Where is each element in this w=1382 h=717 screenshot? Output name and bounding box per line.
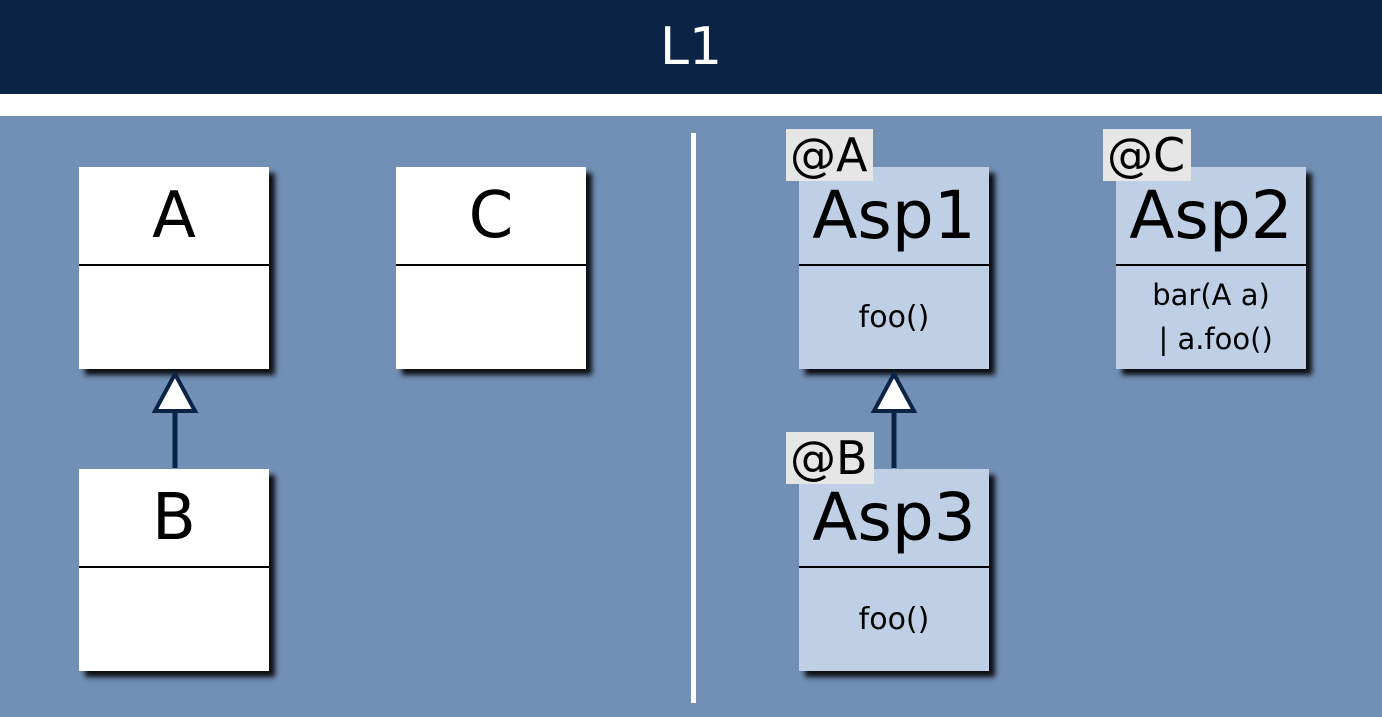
- aspect-asp1: Asp1 foo(): [799, 167, 989, 369]
- aspect-asp1-name: Asp1: [812, 177, 976, 254]
- inheritance-arrow-asp3-to-asp1: [870, 369, 918, 468]
- aspect-asp2-body: bar(A a) | a.foo(): [1116, 266, 1306, 369]
- class-a: A: [79, 167, 269, 369]
- aspect-asp2-method: bar(A a): [1152, 278, 1270, 312]
- class-b-name: B: [152, 481, 196, 555]
- aspect-asp3-annotation: @B: [786, 432, 874, 484]
- aspect-asp2: Asp2 bar(A a) | a.foo(): [1116, 167, 1306, 369]
- aspect-asp2-name: Asp2: [1129, 177, 1293, 254]
- aspect-asp2-annotation: @C: [1103, 129, 1192, 181]
- class-a-separator: [79, 264, 269, 266]
- aspect-asp2-separator: [1116, 264, 1306, 266]
- panel-divider: [691, 133, 696, 703]
- class-c: C: [396, 167, 586, 369]
- aspect-asp3-body: foo(): [799, 568, 989, 671]
- aspect-asp1-method: foo(): [858, 299, 930, 335]
- slide-title: L1: [0, 0, 1382, 94]
- aspect-asp1-body: foo(): [799, 266, 989, 369]
- inheritance-arrow-b-to-a: [151, 369, 199, 468]
- class-c-separator: [396, 264, 586, 266]
- class-a-name: A: [152, 179, 196, 253]
- aspect-asp1-annotation: @A: [786, 129, 874, 181]
- aspect-asp3: Asp3 foo(): [799, 469, 989, 671]
- class-c-name: C: [468, 179, 514, 253]
- aspect-asp3-method: foo(): [858, 601, 930, 637]
- class-b: B: [79, 469, 269, 671]
- aspect-asp2-pointcut: | a.foo(): [1149, 321, 1273, 356]
- class-b-separator: [79, 566, 269, 568]
- aspect-asp3-separator: [799, 566, 989, 568]
- aspect-asp3-name: Asp3: [812, 479, 976, 556]
- aspect-asp1-separator: [799, 264, 989, 266]
